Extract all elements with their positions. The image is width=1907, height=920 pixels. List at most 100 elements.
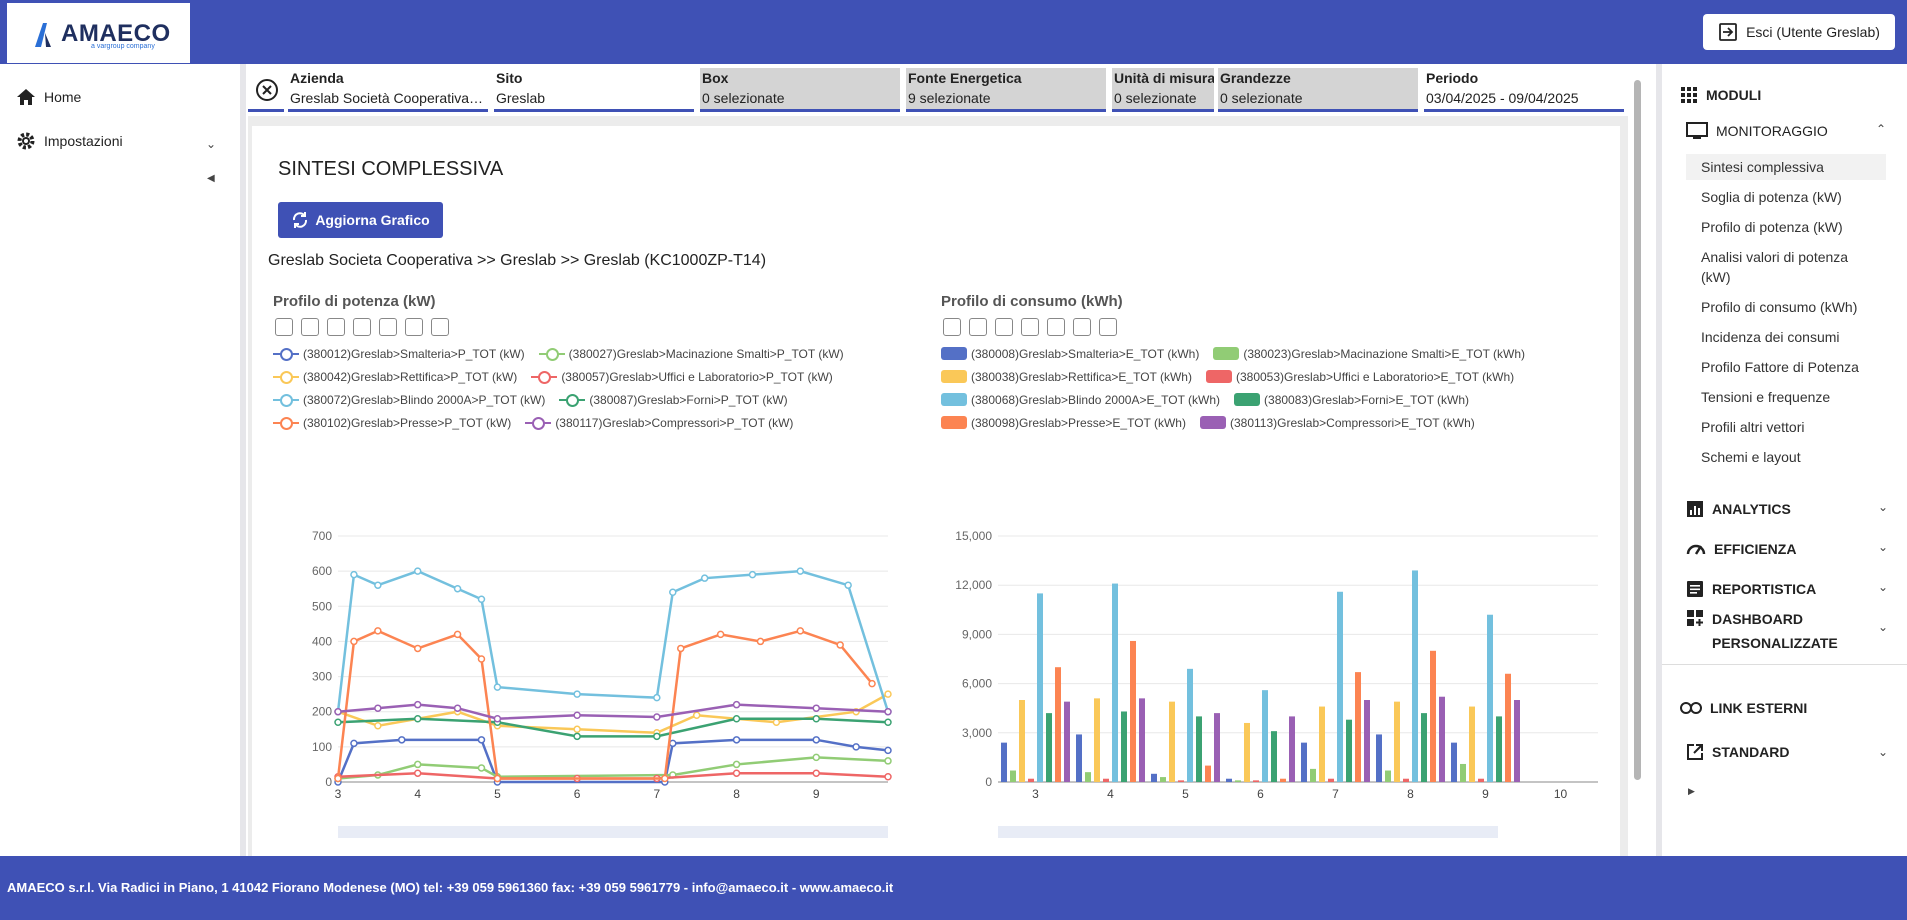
filter-box[interactable]: Box 0 selezionate [700, 68, 900, 112]
download-icon[interactable] [431, 318, 449, 336]
stack-icon[interactable] [1047, 318, 1065, 336]
legend-label: (380053)Greslab>Uffici e Laboratorio>E_T… [1235, 369, 1515, 384]
filter-sito-key: Sito [496, 70, 523, 86]
menu-analisi-valori-potenza-unit[interactable]: (kW) [1701, 269, 1731, 285]
collapse-left-icon[interactable]: ◀ [207, 173, 215, 184]
data-point [350, 637, 358, 646]
legend-item[interactable]: (380027)Greslab>Macinazione Smalti>P_TOT… [538, 347, 844, 361]
legend-item[interactable]: (380008)Greslab>Smalteria>E_TOT (kWh) [941, 347, 1199, 361]
logo[interactable]: AMAECO a vargroup company [7, 3, 190, 63]
legend-item[interactable]: (380087)Greslab>Forni>P_TOT (kW) [559, 393, 788, 407]
bar [1430, 650, 1436, 782]
data-point [334, 774, 342, 783]
filter-fonte-value: 9 selezionate [908, 90, 991, 106]
legend-item[interactable]: (380012)Greslab>Smalteria>P_TOT (kW) [273, 347, 525, 361]
expand-right-icon[interactable]: ▶ [1688, 786, 1695, 796]
power-chart[interactable]: 0 100 200 300 400 500 600 700 3 4 5 6 7 8 9 [252, 486, 912, 856]
filter-fonte-energetica[interactable]: Fonte Energetica 9 selezionate [906, 68, 1106, 112]
efficiency-section[interactable]: EFFICIENZA [1686, 540, 1796, 558]
chevron-down-icon[interactable]: ⌄ [1878, 620, 1889, 634]
standard-section[interactable]: STANDARD [1686, 743, 1790, 761]
legend-item[interactable]: (380057)Greslab>Uffici e Laboratorio>P_T… [531, 369, 833, 384]
legend-label: (380012)Greslab>Smalteria>P_TOT (kW) [303, 346, 525, 361]
reporting-section[interactable]: REPORTISTICA [1686, 580, 1816, 598]
chevron-down-icon[interactable]: ⌄ [1878, 745, 1889, 759]
analytics-section[interactable]: ANALYTICS [1686, 500, 1791, 518]
chevron-down-icon[interactable]: ⌄ [1878, 500, 1889, 514]
legend-item[interactable]: (380068)Greslab>Blindo 2000A>E_TOT (kWh) [941, 393, 1220, 407]
zoom-reset-icon[interactable] [301, 318, 319, 336]
legend-item[interactable]: (380038)Greslab>Rettifica>E_TOT (kWh) [941, 370, 1192, 384]
download-icon[interactable] [1099, 318, 1117, 336]
menu-tensioni-frequenze[interactable]: Tensioni e frequenze [1701, 389, 1831, 405]
bar [1103, 778, 1109, 782]
menu-analisi-valori-potenza[interactable]: Analisi valori di potenza [1701, 249, 1849, 265]
custom-dashboard-section[interactable]: DASHBOARD PERSONALIZZATE [1686, 607, 1838, 655]
bar [1439, 696, 1445, 782]
logo-subtitle: a vargroup company [91, 43, 155, 50]
zoom-icon[interactable] [943, 318, 961, 336]
external-links-section[interactable]: LINK ESTERNI [1680, 700, 1807, 716]
filter-sito[interactable]: Sito Greslab [494, 68, 694, 112]
legend-label: (380113)Greslab>Compressori>E_TOT (kWh) [1229, 415, 1475, 430]
legend-item[interactable]: (380023)Greslab>Macinazione Smalti>E_TOT… [1213, 347, 1525, 361]
nav-home-label: Home [44, 89, 82, 105]
menu-profili-altri-vettori[interactable]: Profili altri vettori [1701, 419, 1805, 435]
main-scrollbar-thumb[interactable] [1634, 80, 1641, 780]
menu-soglia-potenza[interactable]: Soglia di potenza (kW) [1701, 189, 1842, 205]
legend-item[interactable]: (380053)Greslab>Uffici e Laboratorio>E_T… [1205, 369, 1515, 384]
data-point [732, 760, 741, 769]
menu-profilo-potenza[interactable]: Profilo di potenza (kW) [1701, 219, 1843, 235]
menu-schemi-layout[interactable]: Schemi e layout [1701, 449, 1801, 465]
stack-icon[interactable] [379, 318, 397, 336]
line-type-icon[interactable] [327, 318, 345, 336]
bar-type-icon[interactable] [353, 318, 371, 336]
legend-label: (380068)Greslab>Blindo 2000A>E_TOT (kWh) [971, 392, 1221, 407]
legend-item[interactable]: (380098)Greslab>Presse>E_TOT (kWh) [941, 416, 1186, 430]
bar [1514, 700, 1520, 782]
legend-line-icon [531, 370, 558, 384]
zoom-icon[interactable] [275, 318, 293, 336]
clear-filters-button[interactable] [248, 68, 284, 112]
bar [1271, 731, 1277, 782]
legend-item[interactable]: (380102)Greslab>Presse>P_TOT (kW) [273, 416, 511, 430]
menu-sintesi-complessiva[interactable]: Sintesi complessiva [1686, 154, 1886, 180]
filter-unita-misura[interactable]: Unità di misura 0 selezionate [1112, 68, 1214, 112]
chevron-down-icon[interactable]: ⌄ [206, 137, 217, 151]
legend-item[interactable]: (380042)Greslab>Rettifica>P_TOT (kW) [273, 370, 517, 384]
exit-button[interactable]: Esci (Utente Greslab) [1703, 14, 1895, 50]
legend-item[interactable]: (380072)Greslab>Blindo 2000A>P_TOT (kW) [273, 393, 545, 407]
chevron-down-icon[interactable]: ⌄ [1878, 580, 1889, 594]
consumption-chart[interactable]: 0 3,000 6,000 9,000 12,000 15,000 3 4 5 6 7 8 9 10 [912, 486, 1612, 856]
refresh-chart-button[interactable]: Aggiorna Grafico [278, 202, 443, 238]
menu-profilo-fattore-potenza[interactable]: Profilo Fattore di Potenza [1701, 359, 1859, 375]
open-external-icon [1687, 744, 1703, 760]
chevron-up-icon[interactable]: ⌃ [1876, 122, 1887, 136]
nav-home[interactable]: Home [16, 87, 81, 107]
filter-grandezze[interactable]: Grandezze 0 selezionate [1218, 68, 1418, 112]
legend-label: (380057)Greslab>Uffici e Laboratorio>P_T… [561, 369, 833, 384]
filter-azienda[interactable]: Azienda Greslab Società Cooperativa - ..… [288, 68, 488, 112]
legend-item[interactable]: (380117)Greslab>Compressori>P_TOT (kW) [525, 416, 793, 430]
legend-line-icon [525, 416, 552, 430]
data-point [756, 637, 765, 646]
chevron-down-icon[interactable]: ⌄ [1878, 540, 1889, 554]
menu-profilo-consumo[interactable]: Profilo di consumo (kWh) [1701, 299, 1858, 315]
bar [1451, 742, 1457, 782]
legend-item[interactable]: (380113)Greslab>Compressori>E_TOT (kWh) [1199, 415, 1475, 430]
filter-azienda-value: Greslab Società Cooperativa - ... [290, 90, 486, 106]
bar [1355, 672, 1361, 782]
nav-settings[interactable]: Impostazioni [16, 131, 123, 151]
filter-periodo[interactable]: Periodo 03/04/2025 - 09/04/2025 [1424, 68, 1624, 112]
data-point [413, 760, 422, 769]
monitoring-section[interactable]: MONITORAGGIO [1686, 122, 1828, 140]
line-type-icon[interactable] [995, 318, 1013, 336]
legend-item[interactable]: (380083)Greslab>Forni>E_TOT (kWh) [1234, 393, 1469, 407]
bar [1178, 780, 1184, 782]
zoom-reset-icon[interactable] [969, 318, 987, 336]
restore-icon[interactable] [1073, 318, 1091, 336]
bar [1214, 713, 1220, 782]
restore-icon[interactable] [405, 318, 423, 336]
menu-incidenza-consumi[interactable]: Incidenza dei consumi [1701, 329, 1840, 345]
bar-type-icon[interactable] [1021, 318, 1039, 336]
